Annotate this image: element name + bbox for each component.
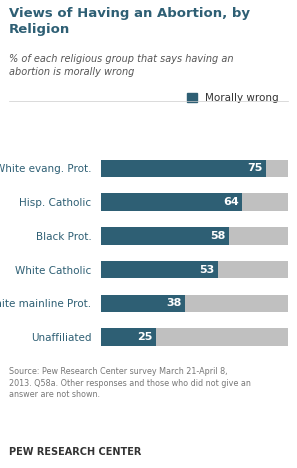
Text: 75: 75 [247, 163, 263, 173]
Text: % of each religious group that says having an
abortion is morally wrong: % of each religious group that says havi… [9, 54, 233, 77]
Bar [101, 329, 288, 346]
Bar [101, 160, 266, 177]
Legend: Morally wrong: Morally wrong [183, 89, 283, 108]
Text: 64: 64 [223, 197, 238, 207]
Text: 58: 58 [210, 231, 225, 241]
Text: PEW RESEARCH CENTER: PEW RESEARCH CENTER [9, 447, 141, 457]
Bar [101, 294, 288, 312]
Text: 25: 25 [137, 332, 153, 342]
Text: 53: 53 [199, 264, 214, 275]
Bar [101, 227, 288, 245]
Bar [101, 227, 229, 245]
Text: Source: Pew Research Center survey March 21-April 8,
2013. Q58a. Other responses: Source: Pew Research Center survey March… [9, 367, 251, 399]
Bar [101, 261, 288, 278]
Bar [101, 193, 288, 211]
Bar [101, 160, 288, 177]
Bar [101, 294, 185, 312]
Text: Views of Having an Abortion, by
Religion: Views of Having an Abortion, by Religion [9, 7, 250, 36]
Bar [101, 193, 242, 211]
Text: 38: 38 [166, 299, 181, 308]
Bar [101, 329, 156, 346]
Bar [101, 261, 218, 278]
